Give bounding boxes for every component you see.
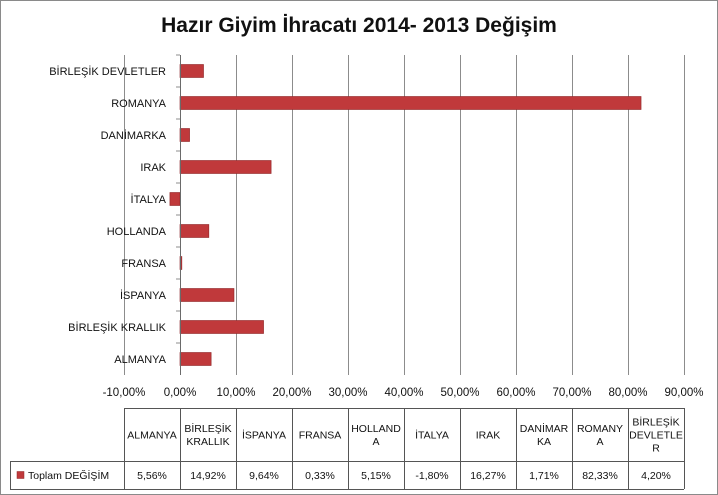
x-tick-label: 10,00% <box>216 387 255 399</box>
category-label: İTALYA <box>131 193 167 206</box>
table-header-cell: BİRLEŞİK DEVLETLE R <box>629 416 683 455</box>
x-tick-label: 0,00% <box>164 387 197 399</box>
category-label: DANİMARKA <box>101 129 167 142</box>
category-label: HOLLANDA <box>107 226 167 238</box>
category-label: BİRLEŞİK DEVLETLER <box>49 65 166 78</box>
x-tick-label: 30,00% <box>328 387 367 399</box>
table-header-cell: HOLLAND A <box>351 423 401 448</box>
table-header-cell: İTALYA <box>415 429 449 442</box>
table-header-cell: FRANSA <box>299 430 342 442</box>
x-tick-label: 90,00% <box>664 387 703 399</box>
table-value-cell: 14,92% <box>190 470 226 482</box>
table-value-cell: 4,20% <box>641 470 671 482</box>
category-label: IRAK <box>140 162 166 174</box>
category-label: ALMANYA <box>114 354 166 366</box>
category-label: ROMANYA <box>111 98 166 110</box>
table-value-cell: 5,56% <box>137 470 167 482</box>
category-label: FRANSA <box>121 258 166 270</box>
x-tick-label: 70,00% <box>552 387 591 399</box>
x-tick-label: 80,00% <box>608 387 647 399</box>
category-labels: ALMANYA BİRLEŞİK KRALLIK İSPANYA FRANSA HOLL… <box>49 65 166 366</box>
bar <box>179 320 264 334</box>
bar <box>169 192 181 206</box>
category-label: BİRLEŞİK KRALLIK <box>68 321 166 334</box>
category-label: İSPANYA <box>120 289 167 302</box>
x-tick-label: -10,00% <box>103 387 146 399</box>
table-header-cell: DANİMAR KA <box>520 422 569 448</box>
bar <box>179 288 235 302</box>
legend-key <box>16 471 25 479</box>
bar <box>179 352 212 366</box>
table-value-cell: 5,15% <box>361 470 391 482</box>
x-tick-label: 50,00% <box>440 387 479 399</box>
bars <box>169 54 642 375</box>
table-value-cell: 9,64% <box>249 470 279 482</box>
table-value-cell: 0,33% <box>305 470 335 482</box>
bar <box>179 160 272 174</box>
table-value-cell: 1,71% <box>529 470 559 482</box>
data-table: ALMANYA BİRLEŞİK KRALLIK İSPANYA FRANSA HOLLA… <box>10 408 685 490</box>
x-tick-label: 40,00% <box>384 387 423 399</box>
table-header-cell: ALMANYA <box>127 430 176 442</box>
series-name: Toplam DEĞİŞİM <box>28 469 109 482</box>
bar <box>179 96 642 110</box>
table-value-cell: 82,33% <box>582 470 618 482</box>
x-tick-labels: -10,00% 0,00% 10,00% 20,00% 30,00% 40,00% 50,0… <box>103 387 704 399</box>
table-header-cell: IRAK <box>476 430 501 442</box>
bar <box>179 224 210 238</box>
table-header-cell: ROMANY A <box>577 423 623 448</box>
chart-title: Hazır Giyim İhracatı 2014- 2013 Değişim <box>161 14 557 37</box>
bar <box>179 64 204 78</box>
x-tick-label: 20,00% <box>272 387 311 399</box>
table-value-cell: -1,80% <box>415 470 448 482</box>
table-value-cell: 16,27% <box>470 470 506 482</box>
x-tick-label: 60,00% <box>496 387 535 399</box>
table-header-cell: BİRLEŞİK KRALLIK <box>184 422 231 448</box>
bar <box>179 128 190 142</box>
table-header-cell: İSPANYA <box>242 429 286 442</box>
